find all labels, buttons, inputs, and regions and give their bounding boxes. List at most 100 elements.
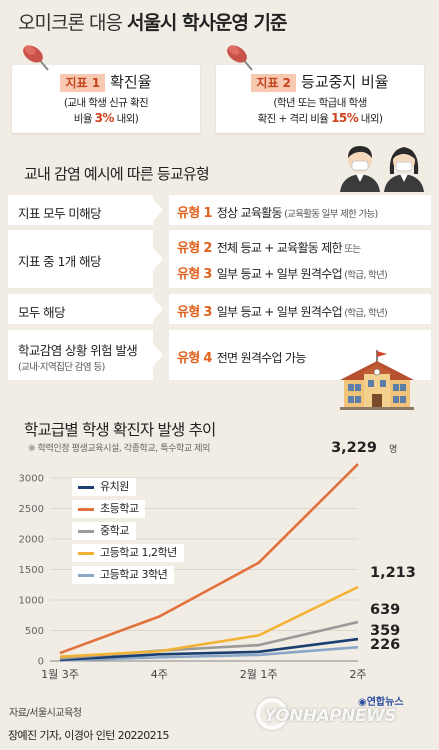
indicator-desc-pre: 비율	[73, 113, 95, 125]
arrow-right-icon	[153, 298, 163, 320]
rule-outcome: 유형 1 정상 교육활동 (교육활동 일부 제한 가능)	[169, 195, 431, 225]
y-tick-label: 1500	[19, 565, 44, 576]
indicator-name: 등교중지 비율	[301, 73, 389, 91]
type-text: 일부 등교 + 일부 원격수업	[216, 305, 343, 319]
arrow-right-icon	[153, 248, 163, 270]
brand-logo: ◉연합뉴스	[358, 693, 404, 708]
y-tick-label: 500	[25, 626, 44, 637]
indicator-description: (학년 또는 학급내 학생 확진 + 격리 비율 15% 내외)	[216, 96, 424, 127]
y-tick-label: 1000	[19, 596, 44, 607]
credit-line: 장예진 기자, 이경아 인턴 20220215	[8, 729, 169, 742]
rule-row: 지표 중 1개 해당 유형 2 전체 등교 + 교육활동 제한 또는 유형 3 일부…	[8, 230, 431, 288]
legend-swatch	[78, 574, 94, 577]
legend-swatch	[78, 486, 94, 489]
type-note: (교육활동 일부 제한 가능)	[281, 209, 378, 220]
type-label: 유형 3	[177, 267, 212, 282]
pushpin-icon	[227, 45, 253, 71]
type-text: 전면 원격수업 가능	[216, 351, 307, 365]
y-tick-label: 0	[38, 657, 44, 668]
type-text: 일부 등교 + 일부 원격수업	[216, 267, 343, 281]
rule-row: 지표 모두 미해당 유형 1 정상 교육활동 (교육활동 일부 제한 가능)	[8, 195, 431, 225]
legend-swatch	[78, 508, 94, 511]
legend-swatch	[78, 552, 94, 555]
rule-condition-label: 지표 중 1개 해당	[18, 254, 101, 269]
watermark: YONHAPNEWS	[264, 706, 397, 726]
legend-label: 초등학교	[100, 502, 139, 515]
x-tick-label: 2주	[349, 668, 366, 681]
legend-label: 중학교	[100, 524, 129, 537]
outcome-line: 유형 3 일부 등교 + 일부 원격수업 (학급, 학년)	[177, 301, 388, 320]
legend-item: 초등학교	[72, 500, 146, 518]
rule-condition: 모두 해당	[8, 294, 153, 324]
outcome-line: 유형 1 정상 교육활동 (교육활동 일부 제한 가능)	[177, 202, 378, 221]
legend-item: 유치원	[72, 478, 136, 496]
outcome-line: 유형 2 전체 등교 + 교육활동 제한 또는	[177, 237, 361, 256]
type-note: (학급, 학년)	[341, 270, 388, 281]
rule-outcome: 유형 3 일부 등교 + 일부 원격수업 (학급, 학년)	[169, 294, 431, 324]
watermark-logo-icon	[256, 698, 288, 730]
pushpin-icon	[23, 45, 49, 71]
indicator-card-2: 지표 2 등교중지 비율 (학년 또는 학급내 학생 확진 + 격리 비율 15%…	[216, 65, 424, 133]
rule-condition: 학교감염 상황 위험 발생 (교내·지역집단 감염 등)	[8, 330, 153, 380]
indicator-desc-post: 내외)	[113, 113, 139, 125]
title-bold: 서울시 학사운영 기준	[126, 12, 288, 34]
series-line	[59, 463, 359, 655]
data-label: 639	[370, 602, 400, 618]
y-tick-label: 2000	[19, 535, 44, 546]
data-label: 359	[370, 623, 400, 639]
series-line	[59, 637, 359, 662]
indicator-description: (교내 학생 신규 확진 비율 3% 내외)	[12, 96, 200, 127]
data-label: 3,229	[331, 440, 377, 456]
series-line	[59, 645, 359, 662]
type-label: 유형 1	[177, 206, 212, 221]
type-label: 유형 3	[177, 305, 212, 320]
legend-item: 고등학교 3학년	[72, 566, 175, 584]
legend-label: 고등학교 1,2학년	[100, 546, 177, 559]
source-note: 자료/서울시교육청	[9, 708, 82, 719]
indicator-desc-pre: 확진 + 격리 비율	[257, 113, 332, 125]
legend-item: 중학교	[72, 522, 136, 540]
legend-swatch	[78, 530, 94, 533]
indicator-card-1: 지표 1 확진율 (교내 학생 신규 확진 비율 3% 내외)	[12, 65, 200, 133]
chart-title: 학교급별 학생 확진자 발생 추이	[24, 421, 216, 439]
rule-condition-label: 학교감염 상황 위험 발생	[18, 343, 138, 358]
arrow-right-icon	[153, 344, 163, 366]
indicator-desc-line: (교내 학생 신규 확진	[63, 97, 149, 109]
chart-subtitle: ※ 학력인정 평생교육시설, 각종학교, 특수학교 제외	[28, 444, 210, 454]
rule-row: 모두 해당 유형 3 일부 등교 + 일부 원격수업 (학급, 학년)	[8, 294, 431, 324]
data-label: 1,213	[370, 565, 416, 581]
type-label: 유형 2	[177, 241, 212, 256]
indicator-tag: 지표 2	[251, 74, 297, 92]
indicator-threshold: 15%	[331, 111, 359, 125]
section-title: 교내 감염 예시에 따른 등교유형	[24, 165, 210, 183]
school-building-icon	[340, 350, 414, 410]
x-tick-label: 4주	[151, 668, 168, 681]
type-text: 전체 등교 + 교육활동 제한	[216, 241, 343, 255]
x-tick-label: 1월 3주	[41, 668, 79, 681]
outcome-line: 유형 4 전면 원격수업 가능	[177, 347, 306, 366]
students-with-masks-icon	[340, 146, 424, 192]
rule-outcome: 유형 2 전체 등교 + 교육활동 제한 또는 유형 3 일부 등교 + 일부 원격…	[169, 230, 431, 288]
legend-label: 유치원	[100, 480, 129, 493]
data-label-unit: 명	[389, 444, 397, 455]
series-line	[59, 585, 359, 659]
type-note: (학급, 학년)	[341, 308, 388, 319]
arrow-right-icon	[153, 199, 163, 221]
data-label: 226	[370, 637, 400, 653]
legend-label: 고등학교 3학년	[100, 568, 168, 581]
type-note: 또는	[341, 244, 361, 255]
legend-item: 고등학교 1,2학년	[72, 544, 184, 562]
rule-row: 학교감염 상황 위험 발생 (교내·지역집단 감염 등) 유형 4 전면 원격수업…	[8, 330, 431, 380]
indicator-tag: 지표 1	[60, 74, 106, 92]
indicator-name: 확진율	[110, 73, 152, 91]
y-tick-label: 3000	[19, 474, 44, 485]
indicator-desc-post: 내외)	[358, 113, 383, 125]
rule-condition-note: (교내·지역집단 감염 등)	[18, 362, 105, 373]
page-title: 오미크론 대응 서울시 학사운영 기준	[18, 8, 288, 35]
brand-name: 연합뉴스	[366, 697, 404, 708]
indicator-desc-line: (학년 또는 학급내 학생	[273, 97, 367, 109]
rule-condition-label: 모두 해당	[18, 305, 66, 320]
type-text: 정상 교육활동	[216, 206, 283, 220]
indicator-heading: 지표 2 등교중지 비율	[216, 71, 424, 92]
